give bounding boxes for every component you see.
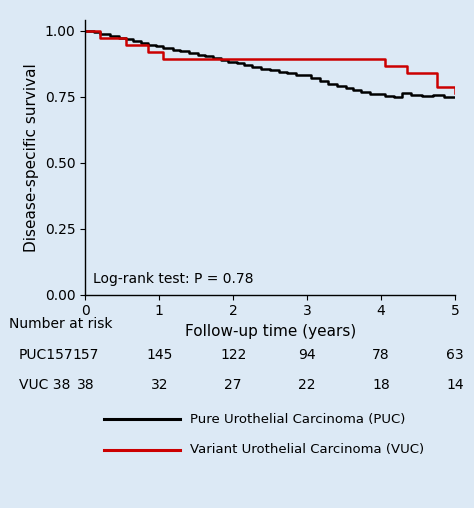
Text: 63: 63 — [446, 348, 464, 362]
Text: Log-rank test: P = 0.78: Log-rank test: P = 0.78 — [93, 272, 253, 287]
Text: VUC 38: VUC 38 — [19, 378, 70, 393]
Text: 78: 78 — [372, 348, 390, 362]
Text: 38: 38 — [76, 378, 94, 393]
Text: 18: 18 — [372, 378, 390, 393]
Text: 27: 27 — [225, 378, 242, 393]
Text: 145: 145 — [146, 348, 173, 362]
Text: Pure Urothelial Carcinoma (PUC): Pure Urothelial Carcinoma (PUC) — [190, 412, 405, 426]
Text: 14: 14 — [446, 378, 464, 393]
Text: Variant Urothelial Carcinoma (VUC): Variant Urothelial Carcinoma (VUC) — [190, 443, 424, 456]
Text: 122: 122 — [220, 348, 246, 362]
Text: 157: 157 — [72, 348, 99, 362]
X-axis label: Follow-up time (years): Follow-up time (years) — [184, 324, 356, 339]
Text: 94: 94 — [298, 348, 316, 362]
Text: PUC157: PUC157 — [19, 348, 73, 362]
Text: Number at risk: Number at risk — [9, 318, 113, 332]
Text: 32: 32 — [151, 378, 168, 393]
Y-axis label: Disease-specific survival: Disease-specific survival — [24, 63, 39, 252]
Text: 22: 22 — [299, 378, 316, 393]
